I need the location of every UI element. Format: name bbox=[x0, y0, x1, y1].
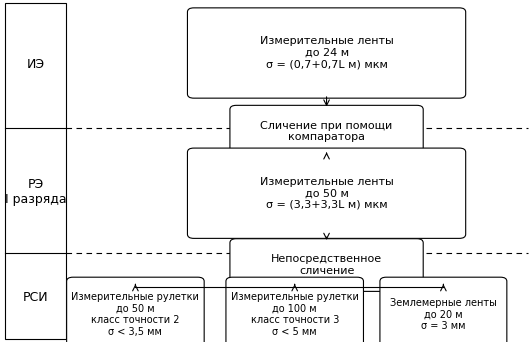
FancyBboxPatch shape bbox=[230, 105, 423, 158]
FancyBboxPatch shape bbox=[187, 148, 466, 238]
Text: РЭ
I разряда: РЭ I разряда bbox=[5, 177, 67, 206]
Text: Землемерные ленты
до 20 м
σ = 3 мм: Землемерные ленты до 20 м σ = 3 мм bbox=[390, 298, 497, 331]
FancyBboxPatch shape bbox=[67, 277, 204, 342]
Text: Измерительные ленты
до 24 м
σ = (0,7+0,7L м) мкм: Измерительные ленты до 24 м σ = (0,7+0,7… bbox=[260, 36, 393, 70]
Text: ИЭ: ИЭ bbox=[27, 58, 45, 71]
FancyBboxPatch shape bbox=[380, 277, 507, 342]
Text: РСИ: РСИ bbox=[23, 291, 49, 304]
FancyBboxPatch shape bbox=[187, 8, 466, 98]
FancyBboxPatch shape bbox=[226, 277, 363, 342]
Text: Измерительные рулетки
до 100 м
класс точности 3
σ < 5 мм: Измерительные рулетки до 100 м класс точ… bbox=[231, 292, 358, 337]
Text: Измерительные ленты
до 50 м
σ = (3,3+3,3L м) мкм: Измерительные ленты до 50 м σ = (3,3+3,3… bbox=[260, 176, 393, 210]
Text: Измерительные рулетки
до 50 м
класс точности 2
σ < 3,5 мм: Измерительные рулетки до 50 м класс точн… bbox=[72, 292, 199, 337]
FancyBboxPatch shape bbox=[5, 3, 66, 339]
FancyBboxPatch shape bbox=[230, 239, 423, 291]
Text: Непосредственное
сличение: Непосредственное сличение bbox=[271, 254, 382, 276]
Text: Сличение при помощи
компаратора: Сличение при помощи компаратора bbox=[260, 121, 393, 143]
